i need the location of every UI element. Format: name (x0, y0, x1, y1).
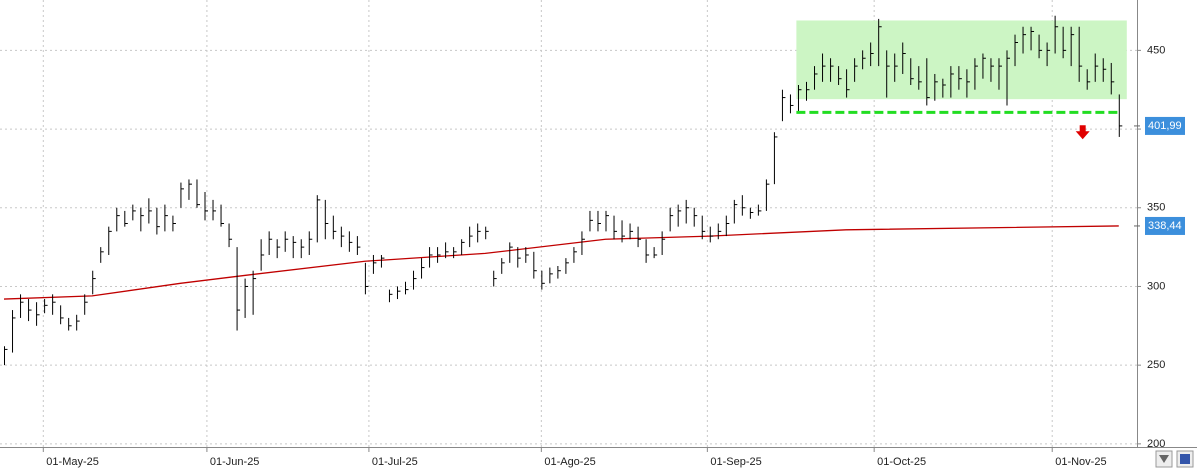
price-label-box (1145, 216, 1185, 235)
signal-arrow (1075, 125, 1090, 140)
toolbar (1155, 450, 1194, 468)
plot-area (0, 0, 1137, 447)
x-tick-label: 01-Jun-25 (210, 456, 260, 468)
x-tick-label: 01-Nov-25 (1055, 456, 1106, 468)
y-tick-label: 200 (1147, 438, 1165, 450)
y-tick-label: 450 (1147, 44, 1165, 56)
price-label: 338,44 (1148, 220, 1182, 232)
y-tick-label: 300 (1147, 280, 1165, 292)
x-tick-label: 01-Oct-25 (877, 456, 926, 468)
icon (1159, 455, 1169, 463)
icon (1180, 454, 1190, 464)
x-tick-label: 01-Ago-25 (544, 456, 595, 468)
y-tick-label: 250 (1147, 359, 1165, 371)
resistance-zone (796, 20, 1127, 100)
moving-average (3, 225, 1119, 300)
price-label-box (1145, 116, 1185, 135)
price-label: 401,99 (1148, 120, 1182, 132)
x-tick-label: 01-Jul-25 (372, 456, 418, 468)
x-tick-label: 01-Sep-25 (710, 456, 761, 468)
x-tick-label: 01-May-25 (46, 456, 99, 468)
y-tick-label: 350 (1147, 202, 1165, 214)
